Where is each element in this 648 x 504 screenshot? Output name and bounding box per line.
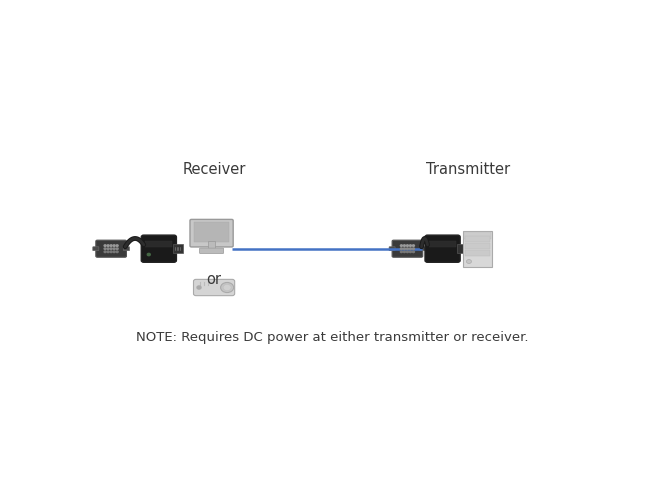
Circle shape (104, 248, 106, 249)
Circle shape (116, 248, 118, 249)
Circle shape (404, 245, 406, 246)
Circle shape (404, 248, 406, 249)
Circle shape (113, 248, 115, 249)
Text: NOTE: Requires DC power at either transmitter or receiver.: NOTE: Requires DC power at either transm… (136, 332, 528, 344)
Circle shape (413, 248, 415, 249)
Circle shape (413, 251, 415, 253)
Circle shape (410, 248, 411, 249)
Point (173, 247, 181, 254)
FancyBboxPatch shape (465, 250, 490, 256)
FancyBboxPatch shape (194, 222, 229, 242)
Circle shape (113, 245, 115, 246)
FancyBboxPatch shape (96, 240, 126, 257)
FancyBboxPatch shape (392, 240, 422, 257)
Point (204, 279, 212, 285)
Circle shape (104, 251, 106, 253)
Point (173, 244, 181, 250)
FancyBboxPatch shape (425, 235, 460, 262)
FancyBboxPatch shape (389, 247, 395, 250)
FancyBboxPatch shape (190, 219, 233, 247)
FancyBboxPatch shape (145, 241, 172, 247)
Circle shape (107, 251, 109, 253)
Point (176, 247, 184, 254)
FancyBboxPatch shape (93, 247, 99, 250)
Circle shape (116, 251, 118, 253)
Point (196, 279, 204, 285)
Circle shape (220, 282, 234, 292)
FancyBboxPatch shape (194, 279, 235, 296)
Circle shape (413, 245, 415, 246)
Point (196, 282, 204, 288)
Point (172, 244, 179, 250)
FancyBboxPatch shape (173, 244, 183, 253)
FancyBboxPatch shape (420, 247, 426, 250)
Circle shape (406, 251, 408, 253)
FancyBboxPatch shape (463, 231, 492, 267)
Circle shape (110, 251, 112, 253)
Point (172, 247, 179, 254)
Circle shape (110, 245, 112, 246)
FancyBboxPatch shape (465, 243, 490, 249)
Point (200, 279, 208, 285)
Circle shape (110, 248, 112, 249)
Text: Receiver: Receiver (182, 162, 246, 177)
Circle shape (406, 248, 408, 249)
Point (204, 282, 212, 288)
Text: Transmitter: Transmitter (426, 162, 510, 177)
FancyBboxPatch shape (123, 247, 130, 250)
Point (174, 247, 182, 254)
Circle shape (467, 260, 472, 264)
Circle shape (400, 245, 402, 246)
FancyBboxPatch shape (457, 244, 467, 253)
Circle shape (107, 248, 109, 249)
Circle shape (197, 286, 201, 289)
FancyBboxPatch shape (208, 241, 215, 248)
Text: or: or (207, 272, 222, 287)
Point (200, 282, 208, 288)
FancyBboxPatch shape (141, 235, 176, 262)
Circle shape (223, 284, 231, 291)
Circle shape (410, 251, 411, 253)
Point (174, 244, 182, 250)
FancyBboxPatch shape (465, 236, 490, 242)
FancyBboxPatch shape (429, 241, 456, 247)
Circle shape (406, 245, 408, 246)
Circle shape (410, 245, 411, 246)
Circle shape (400, 248, 402, 249)
Circle shape (404, 251, 406, 253)
Point (176, 244, 184, 250)
Circle shape (113, 251, 115, 253)
FancyBboxPatch shape (465, 232, 491, 238)
FancyBboxPatch shape (200, 248, 224, 254)
Circle shape (147, 254, 150, 256)
Circle shape (104, 245, 106, 246)
Circle shape (116, 245, 118, 246)
Circle shape (107, 245, 109, 246)
Circle shape (400, 251, 402, 253)
